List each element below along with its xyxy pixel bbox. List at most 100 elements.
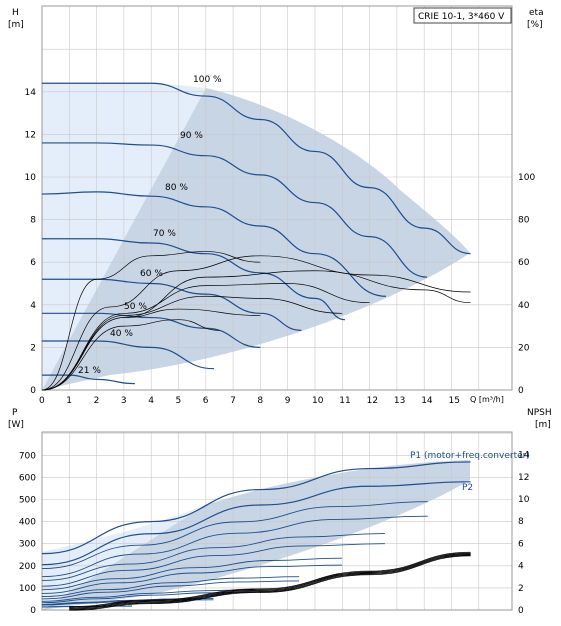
npsh-tick-label: 10 xyxy=(518,495,530,505)
flow-tick-label: 14 xyxy=(421,396,433,406)
flow-tick-label: 4 xyxy=(148,396,154,406)
head-area-operating xyxy=(42,88,470,390)
speed-label-50: 50 % xyxy=(124,302,147,312)
eta-tick-label: 60 xyxy=(518,258,530,268)
head-tick-label: 6 xyxy=(30,258,36,268)
eta-tick-label: 40 xyxy=(518,301,530,311)
head-axis-unit: [m] xyxy=(8,20,24,30)
npsh-tick-label: 4 xyxy=(518,562,524,572)
power-curve-reduced xyxy=(41,515,428,578)
power-curve-reduced xyxy=(41,605,133,608)
npsh-tick-label: 6 xyxy=(518,539,524,549)
npsh-tick-labels: 0 2 4 6 8 10 12 14 xyxy=(518,451,530,616)
title-text: CRIE 10-1, 3*460 V xyxy=(418,12,505,22)
power-tick-label: 600 xyxy=(19,473,36,483)
power-chart: P1 (motor+freq.converter) P2 P [W] NPSH … xyxy=(8,408,552,616)
npsh-curve xyxy=(69,554,471,610)
head-tick-label: 14 xyxy=(25,88,37,98)
head-plot-frame xyxy=(41,5,513,391)
speed-label-100: 100 % xyxy=(193,75,222,85)
head-curve xyxy=(42,238,346,321)
npsh-tick-label: 0 xyxy=(518,606,524,616)
p1-curve xyxy=(41,461,471,555)
power-curve-reduced xyxy=(41,543,385,587)
flow-tick-label: 5 xyxy=(176,396,182,406)
power-curve-reduced xyxy=(41,501,428,570)
head-curve xyxy=(42,278,302,331)
head-tick-label: 10 xyxy=(25,173,37,183)
flow-tick-label: 9 xyxy=(285,396,291,406)
head-chart: 100 % 90 % 80 % 70 % 60 % 50 % 40 % 21 %… xyxy=(8,5,544,406)
head-curve xyxy=(41,142,427,278)
head-tick-label: 8 xyxy=(30,216,36,226)
eta-axis-label: eta xyxy=(529,8,544,18)
power-axis-label: P xyxy=(12,408,18,418)
efficiency-curves xyxy=(41,251,471,391)
p2-series-label: P2 xyxy=(462,483,473,493)
efficiency-curve xyxy=(41,283,370,391)
speed-label-21: 21 % xyxy=(78,366,101,376)
flow-tick-label: 8 xyxy=(257,396,263,406)
flow-tick-label: 6 xyxy=(203,396,209,406)
speed-label-40: 40 % xyxy=(110,329,133,339)
npsh-curve xyxy=(69,552,471,608)
npsh-axis-unit: [m] xyxy=(535,420,551,430)
flow-tick-label: 7 xyxy=(230,396,236,406)
efficiency-curve xyxy=(41,319,220,391)
flow-tick-label: 1 xyxy=(66,396,72,406)
speed-label-80: 80 % xyxy=(165,183,188,193)
npsh-tick-label: 14 xyxy=(518,451,530,461)
power-tick-label: 100 xyxy=(19,584,36,594)
power-curves xyxy=(41,461,471,611)
flow-axis-label: Q [m³/h] xyxy=(470,395,504,404)
efficiency-curve xyxy=(41,295,343,391)
power-axis-unit: [W] xyxy=(8,420,24,430)
npsh-curve xyxy=(69,555,471,611)
power-tick-label: 300 xyxy=(19,540,36,550)
power-tick-label: 500 xyxy=(19,496,36,506)
flow-tick-label: 13 xyxy=(394,396,405,406)
efficiency-curve xyxy=(41,251,261,391)
flow-tick-label: 10 xyxy=(312,396,324,406)
eta-axis-unit: [%] xyxy=(527,20,543,30)
p1-series-label: P1 (motor+freq.converter) xyxy=(410,451,530,461)
title-box xyxy=(413,7,512,24)
head-curve xyxy=(42,82,471,255)
efficiency-curve xyxy=(41,308,261,391)
power-curve-reduced xyxy=(41,589,257,602)
speed-label-90: 90 % xyxy=(180,131,203,141)
head-tick-label: 2 xyxy=(30,343,36,353)
eta-tick-label: 20 xyxy=(518,343,530,353)
head-curves xyxy=(41,82,471,385)
power-curve-reduced xyxy=(41,564,343,594)
flow-tick-labels: 0 1 2 3 4 5 6 7 8 9 10 11 12 13 14 15 xyxy=(39,396,460,406)
power-area-operating xyxy=(42,460,470,610)
npsh-tick-label: 2 xyxy=(518,584,524,594)
power-curve-reduced xyxy=(41,533,385,581)
npsh-curve xyxy=(69,553,471,609)
power-tick-label: 700 xyxy=(19,451,36,461)
npsh-tick-label: 12 xyxy=(518,473,529,483)
eta-tick-labels: 0 20 40 60 80 100 xyxy=(518,173,535,396)
flow-tick-label: 12 xyxy=(367,396,378,406)
power-tick-label: 200 xyxy=(19,562,36,572)
eta-tick-label: 80 xyxy=(518,216,530,226)
power-curve-reduced xyxy=(41,591,257,604)
eta-tick-label: 100 xyxy=(518,173,535,183)
head-axis-label: H xyxy=(12,8,19,18)
head-tick-label: 12 xyxy=(25,130,36,140)
power-tick-labels: 0 100 200 300 400 500 600 700 xyxy=(19,451,36,616)
power-curve-reduced xyxy=(41,580,300,600)
npsh-curve xyxy=(69,551,471,608)
efficiency-curve xyxy=(41,255,471,391)
head-curve xyxy=(42,312,261,348)
power-plot-frame xyxy=(41,431,513,611)
flow-tick-label: 2 xyxy=(94,396,100,406)
head-tick-labels: 0 2 4 6 8 10 12 14 xyxy=(25,88,37,396)
power-tick-label: 0 xyxy=(30,606,36,616)
power-tick-label: 400 xyxy=(19,518,36,528)
flow-tick-label: 11 xyxy=(339,396,350,406)
head-curve xyxy=(42,374,135,385)
flow-tick-label: 15 xyxy=(449,396,460,406)
